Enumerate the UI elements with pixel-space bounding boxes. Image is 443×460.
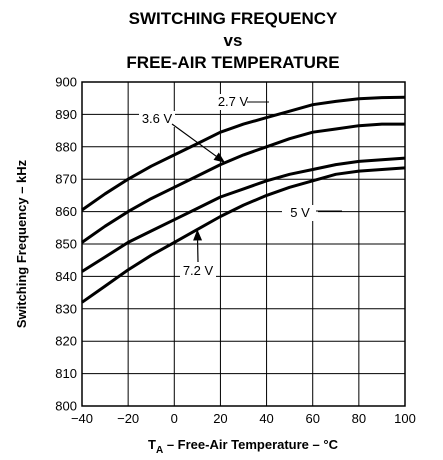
y-tick-label: 850: [55, 237, 77, 252]
y-tick-label: 810: [55, 366, 77, 381]
annotation-bg: [215, 94, 251, 110]
x-axis-label-prefix: T: [148, 437, 156, 452]
annotation-bg: [282, 205, 318, 221]
annotation-label: 5 V: [290, 205, 310, 220]
annotation-bg: [139, 111, 175, 127]
x-axis-label-subscript: A: [156, 445, 163, 456]
x-axis-label-rest: – Free-Air Temperature – °C: [163, 437, 338, 452]
annotation-label: 7.2 V: [183, 263, 214, 278]
x-tick-label: 20: [213, 411, 227, 426]
x-tick-label: −40: [71, 411, 93, 426]
y-tick-label: 820: [55, 334, 77, 349]
x-tick-label: 80: [352, 411, 366, 426]
y-tick-label: 880: [55, 139, 77, 154]
x-axis-label: TA – Free-Air Temperature – °C: [148, 437, 339, 456]
y-tick-label: 900: [55, 75, 77, 90]
annotation-arrowhead: [213, 152, 226, 163]
x-tick-label: −20: [117, 411, 139, 426]
y-tick-label: 890: [55, 107, 77, 122]
x-tick-label: 0: [171, 411, 178, 426]
y-tick-label: 870: [55, 172, 77, 187]
annotation-leader: [171, 123, 217, 157]
annotation-label: 3.6 V: [142, 111, 173, 126]
series-lines: [81, 95, 406, 304]
series-line-3-6-v: [81, 122, 405, 244]
annotation-label: 2.7 V: [218, 94, 249, 109]
y-tick-label: 800: [55, 399, 77, 414]
chart-title-line-3: FREE-AIR TEMPERATURE: [126, 53, 339, 72]
x-tick-label: 40: [259, 411, 273, 426]
x-tick-label: 60: [305, 411, 319, 426]
y-tick-label: 830: [55, 301, 77, 316]
series-line-2-7-v: [81, 95, 406, 212]
grid: [81, 81, 406, 407]
series-line-5-v: [81, 156, 406, 273]
x-tick-labels: −40 −20 0 20 40 60 80 100: [71, 411, 416, 426]
annotation-arrowhead: [193, 229, 203, 241]
y-tick-labels: 800 810 820 830 840 850 860 870 880 890 900: [55, 75, 77, 414]
y-tick-label: 860: [55, 204, 77, 219]
chart-title-line-1: SWITCHING FREQUENCY: [129, 9, 338, 28]
annotations: 2.7 V 3.6 V 5 V 7.2 V: [139, 94, 342, 279]
annotation-bg: [180, 263, 216, 279]
x-tick-label: 100: [394, 411, 416, 426]
series-line-7-2-v: [81, 166, 406, 304]
chart-title-line-2: vs: [224, 31, 243, 50]
plot-frame: [81, 81, 406, 407]
y-axis-label: Switching Frequency – kHz: [14, 159, 29, 328]
y-tick-label: 840: [55, 269, 77, 284]
